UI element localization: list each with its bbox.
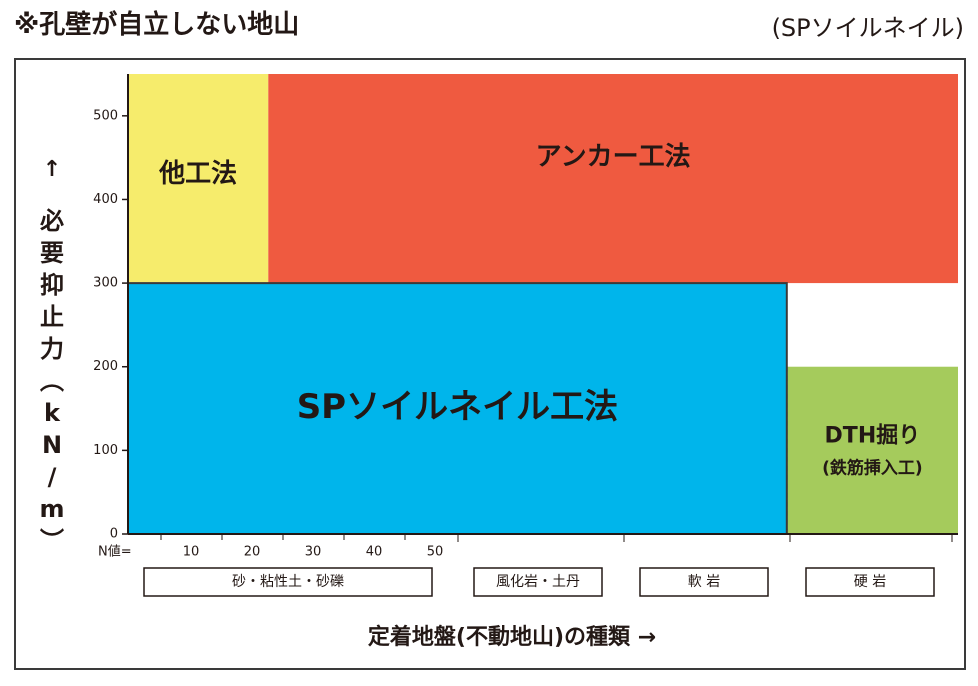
y-axis-label-char: 止 — [40, 303, 64, 331]
y-axis-label-char: m — [39, 495, 64, 523]
y-tick-label: 200 — [93, 359, 118, 374]
y-tick-label: 300 — [93, 276, 118, 291]
chart-frame — [14, 58, 966, 670]
y-axis-label-char: ︶ — [40, 527, 64, 555]
ground-type-box — [143, 567, 433, 597]
n-tick-label: 10 — [183, 545, 200, 560]
y-axis-label-char: 要 — [40, 239, 64, 267]
region-label-0: 他工法 — [158, 159, 237, 189]
y-axis-arrow: ↑ — [43, 157, 61, 182]
n-tick-label: 30 — [305, 545, 322, 560]
region-sublabel-3: (鉄筋挿入工) — [822, 457, 923, 478]
n-value-prefix: N値= — [98, 544, 132, 560]
y-axis-label-char: ︵ — [40, 367, 64, 395]
region-2 — [128, 283, 787, 534]
ground-type-label: 軟 岩 — [688, 574, 720, 590]
region-label-2: SPソイルネイル工法 — [297, 387, 618, 427]
ground-type-label: 硬 岩 — [854, 574, 886, 590]
region-label-1: アンカー工法 — [536, 142, 691, 172]
y-axis-label-char: / — [48, 463, 57, 491]
ground-type-label: 風化岩・土丹 — [496, 574, 580, 590]
n-tick-label: 20 — [244, 545, 261, 560]
y-axis-label-char: 抑 — [40, 271, 64, 299]
ground-type-box — [639, 567, 769, 597]
y-tick-label: 500 — [93, 108, 118, 123]
y-axis-label-char: 力 — [40, 335, 64, 363]
y-tick-label: 100 — [93, 443, 118, 458]
y-tick-label: 400 — [93, 192, 118, 207]
n-tick-label: 40 — [366, 545, 383, 560]
page-title: ※孔壁が自立しない地山 — [14, 10, 300, 40]
ground-type-box — [473, 567, 603, 597]
page-subtitle: (SPソイルネイル) — [771, 14, 964, 42]
y-axis-label-char: k — [44, 399, 61, 427]
region-3 — [786, 366, 958, 534]
n-tick-label: 50 — [427, 545, 444, 560]
y-axis-label-char: N — [42, 431, 62, 459]
region-label-3: DTH掘り — [825, 423, 921, 448]
y-axis-label-char: 必 — [40, 207, 64, 235]
x-axis-label: 定着地盤(不動地山)の種類 → — [368, 624, 656, 650]
region-1 — [268, 74, 958, 284]
ground-type-box — [805, 567, 935, 597]
ground-type-label: 砂・粘性土・砂礫 — [232, 574, 344, 590]
y-tick-label: 0 — [110, 527, 118, 542]
region-0 — [128, 74, 269, 284]
